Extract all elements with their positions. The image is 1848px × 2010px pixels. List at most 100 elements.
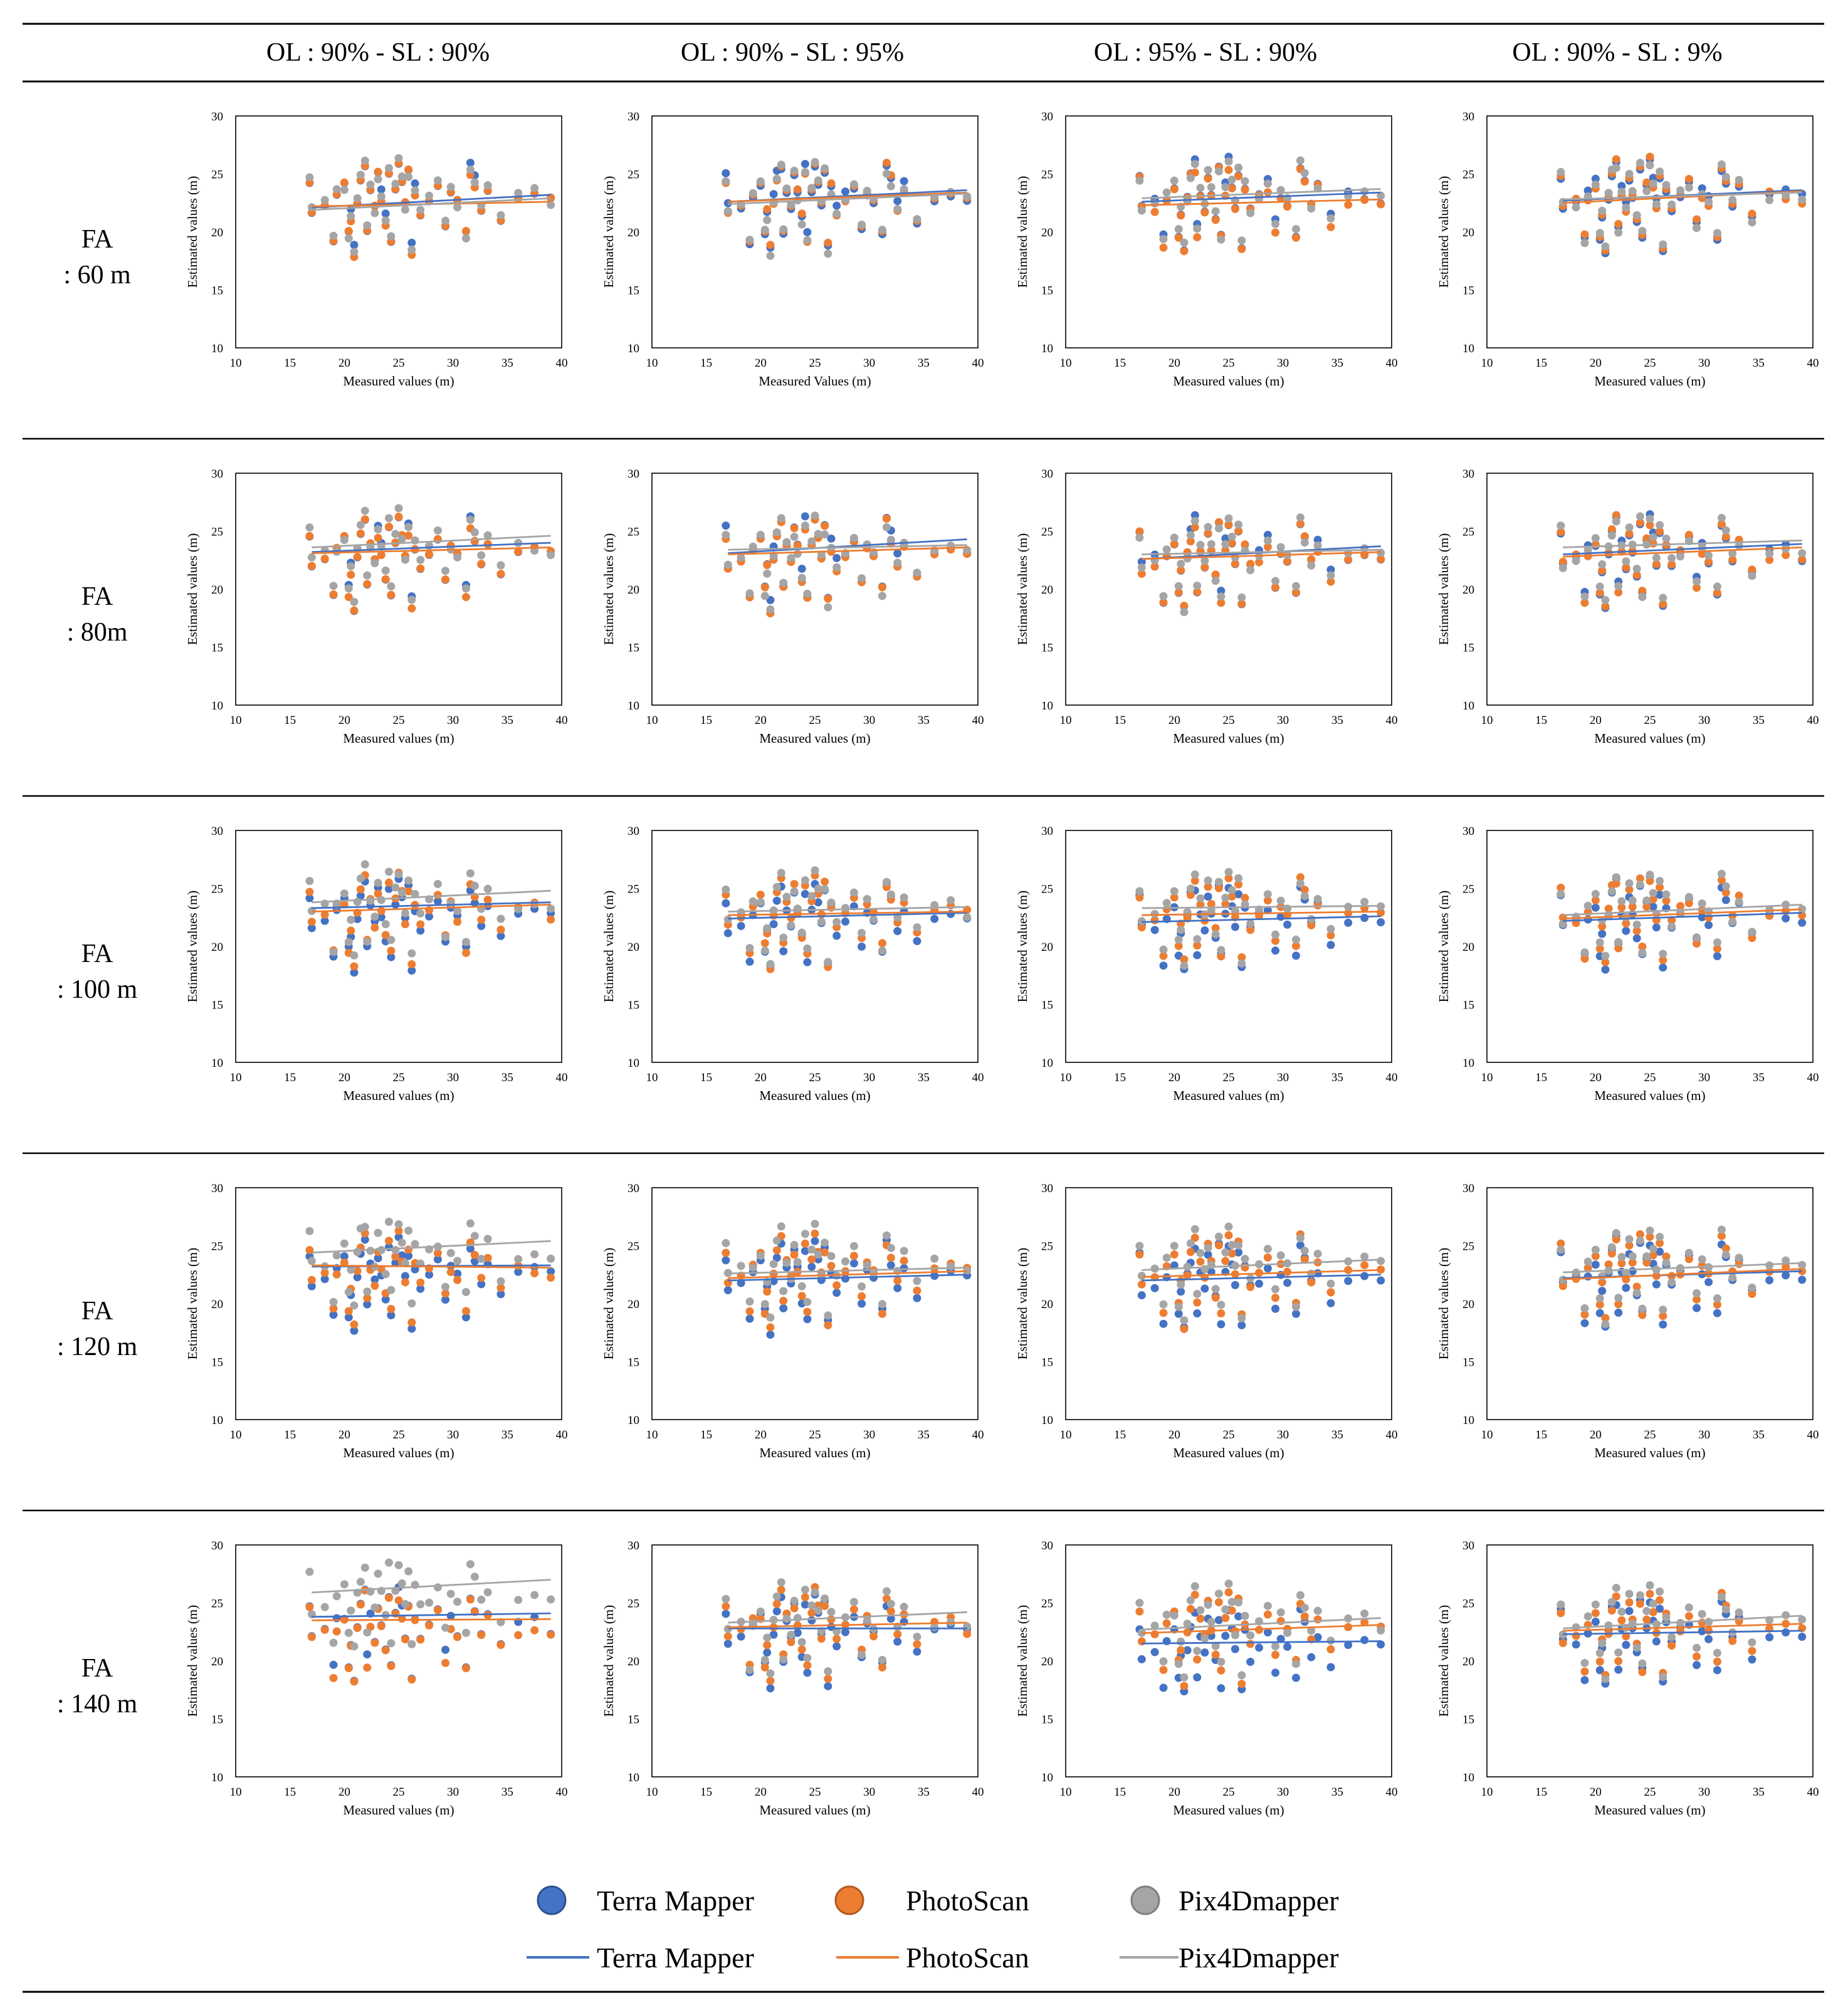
data-point-pix4dmapper <box>360 1563 369 1572</box>
data-point-pix4dmapper <box>763 569 772 578</box>
data-point-photoscan <box>1638 942 1647 951</box>
data-point-pix4dmapper <box>1798 1260 1807 1269</box>
data-point-terra-mapper <box>1713 1309 1721 1317</box>
data-point-photoscan <box>381 1646 390 1655</box>
y-tick-label: 10 <box>1462 1414 1474 1427</box>
data-point-pix4dmapper <box>1713 582 1721 591</box>
data-point-photoscan <box>766 1677 775 1685</box>
x-tick-label: 35 <box>918 1428 930 1442</box>
data-point-terra-mapper <box>1595 1666 1604 1675</box>
data-point-photoscan <box>1748 209 1756 218</box>
data-point-terra-mapper <box>344 1313 353 1322</box>
data-point-pix4dmapper <box>411 1240 419 1248</box>
data-point-pix4dmapper <box>1649 889 1657 898</box>
data-point-photoscan <box>1211 1650 1220 1659</box>
data-point-photoscan <box>1612 1235 1620 1244</box>
data-point-pix4dmapper <box>1180 238 1189 247</box>
data-point-photoscan <box>1782 551 1790 560</box>
data-point-terra-mapper <box>1291 1309 1300 1318</box>
data-point-pix4dmapper <box>340 186 349 194</box>
data-point-pix4dmapper <box>1241 177 1249 186</box>
data-point-pix4dmapper <box>391 883 400 892</box>
data-point-pix4dmapper <box>340 1580 349 1589</box>
data-point-pix4dmapper <box>766 960 775 968</box>
data-point-photoscan <box>1263 543 1272 552</box>
data-point-pix4dmapper <box>766 1669 775 1678</box>
data-point-photoscan <box>370 1282 379 1290</box>
data-point-terra-mapper <box>377 185 386 194</box>
data-point-terra-mapper <box>391 1259 400 1267</box>
data-point-terra-mapper <box>841 917 850 926</box>
data-point-pix4dmapper <box>391 530 400 538</box>
data-point-terra-mapper <box>801 512 809 521</box>
data-point-pix4dmapper <box>1717 513 1726 522</box>
data-point-pix4dmapper <box>1798 549 1807 558</box>
data-point-terra-mapper <box>1291 951 1300 960</box>
data-point-photoscan <box>340 1259 349 1267</box>
x-tick-label: 10 <box>1481 1428 1493 1442</box>
y-tick-label: 15 <box>627 1714 639 1727</box>
data-point-terra-mapper <box>1598 1287 1607 1296</box>
data-point-pix4dmapper <box>756 1607 765 1616</box>
data-point-pix4dmapper <box>1307 914 1316 923</box>
data-point-pix4dmapper <box>1231 553 1239 562</box>
data-point-pix4dmapper <box>1612 1229 1620 1238</box>
data-point-photoscan <box>1224 874 1233 882</box>
data-point-terra-mapper <box>913 936 921 945</box>
data-point-pix4dmapper <box>723 560 732 569</box>
plot-frame <box>1486 115 1814 348</box>
data-point-pix4dmapper <box>1217 946 1226 955</box>
data-point-photoscan <box>461 948 470 957</box>
data-point-pix4dmapper <box>1234 874 1243 882</box>
data-point-photoscan <box>416 920 425 929</box>
y-tick-label: 25 <box>627 1240 639 1254</box>
data-point-photoscan <box>453 1633 462 1641</box>
data-point-pix4dmapper <box>811 1220 819 1228</box>
data-point-pix4dmapper <box>1177 1280 1185 1289</box>
x-tick-label: 10 <box>1481 357 1493 370</box>
data-point-pix4dmapper <box>793 550 802 558</box>
data-point-terra-mapper <box>407 238 416 247</box>
y-tick-label: 20 <box>627 941 639 954</box>
data-point-terra-mapper <box>1698 1627 1706 1636</box>
data-point-pix4dmapper <box>483 1588 492 1596</box>
data-point-pix4dmapper <box>1721 172 1730 181</box>
data-point-pix4dmapper <box>779 578 788 587</box>
data-point-photoscan <box>1659 956 1667 965</box>
data-point-photoscan <box>1684 175 1693 184</box>
data-point-terra-mapper <box>1649 903 1657 911</box>
data-point-photoscan <box>1196 1257 1205 1266</box>
y-tick-label: 15 <box>211 1714 223 1727</box>
data-point-terra-mapper <box>893 1637 902 1646</box>
x-tick-label: 25 <box>809 1071 821 1084</box>
data-point-terra-mapper <box>1231 1645 1239 1653</box>
data-point-photoscan <box>353 1623 362 1632</box>
data-point-pix4dmapper <box>441 567 450 575</box>
data-point-pix4dmapper <box>858 574 866 583</box>
data-point-pix4dmapper <box>1183 1620 1192 1628</box>
data-point-terra-mapper <box>886 1615 895 1623</box>
x-tick-label: 25 <box>393 714 405 727</box>
x-tick-label: 10 <box>1060 357 1072 370</box>
data-point-pix4dmapper <box>370 913 379 921</box>
data-point-pix4dmapper <box>1698 899 1706 908</box>
y-tick-label: 15 <box>1041 999 1053 1012</box>
data-point-pix4dmapper <box>777 514 785 523</box>
data-point-pix4dmapper <box>1765 549 1774 558</box>
data-point-photoscan <box>1237 953 1246 961</box>
x-axis-label: Measured values (m) <box>759 731 870 746</box>
data-point-photoscan <box>404 165 413 174</box>
x-tick-label: 25 <box>1644 714 1656 727</box>
data-point-pix4dmapper <box>737 1262 745 1270</box>
trendline-pix4dmapper <box>728 1267 967 1275</box>
data-point-pix4dmapper <box>900 1247 908 1255</box>
data-point-photoscan <box>869 1632 878 1641</box>
data-point-photoscan <box>1211 924 1220 933</box>
data-point-photoscan <box>803 1661 812 1670</box>
data-point-pix4dmapper <box>1186 884 1195 893</box>
data-point-pix4dmapper <box>320 196 329 204</box>
data-point-pix4dmapper <box>1572 557 1580 565</box>
data-point-photoscan <box>1246 1282 1255 1291</box>
data-point-pix4dmapper <box>1276 543 1285 552</box>
